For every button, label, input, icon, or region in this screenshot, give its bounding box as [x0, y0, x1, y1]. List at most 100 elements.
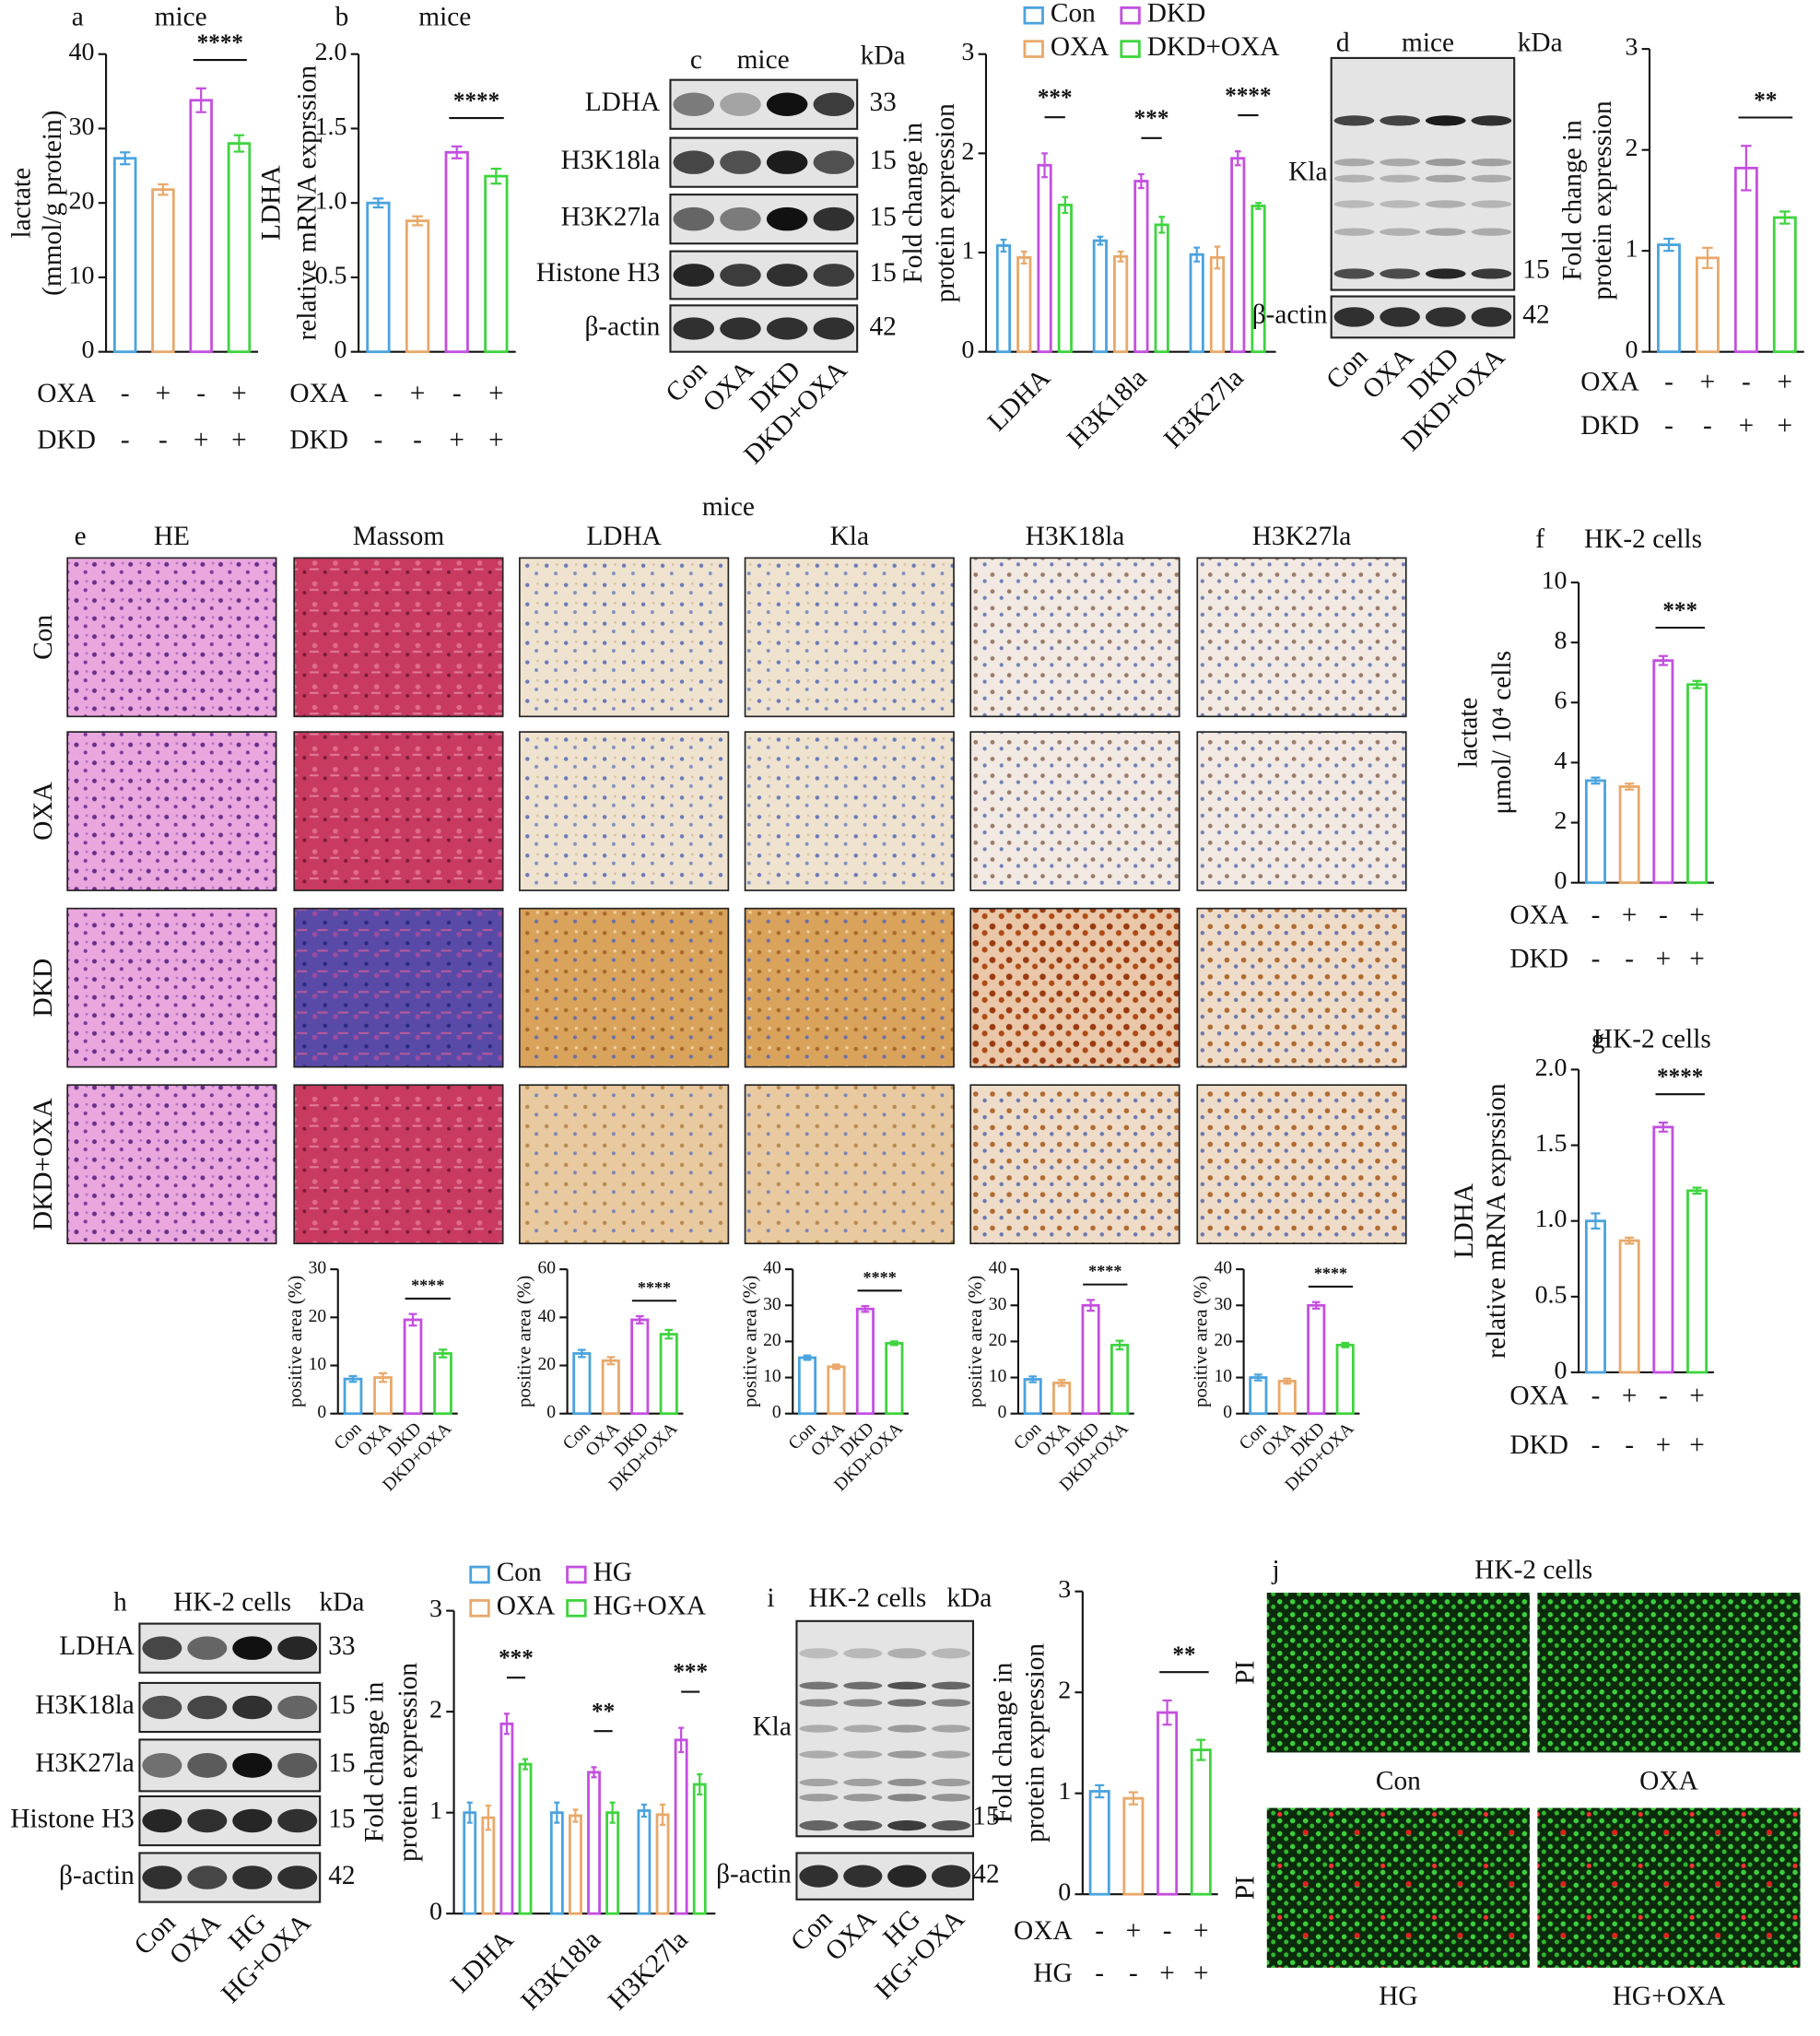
blot-band — [931, 1724, 971, 1733]
error-bar — [379, 1371, 387, 1383]
blot-band — [232, 1752, 273, 1778]
blot-band — [843, 1699, 883, 1707]
error-bar — [523, 1758, 529, 1771]
condition-sign: + — [1622, 1382, 1638, 1411]
blot-kda: 33 — [328, 1631, 355, 1661]
error-bar — [578, 1348, 586, 1359]
y-tick-label: 20 — [69, 187, 95, 216]
bar — [1657, 243, 1681, 354]
condition-label: DKD — [1580, 411, 1639, 441]
histology-image — [519, 907, 730, 1068]
error-bar — [1625, 1236, 1635, 1245]
panel-letter: e — [75, 522, 87, 551]
condition-sign: - — [1129, 1959, 1138, 1988]
chart-title: mice — [418, 3, 471, 32]
blot-band — [931, 1699, 971, 1707]
bar — [484, 174, 509, 354]
bar — [1733, 166, 1758, 354]
bar — [655, 1813, 670, 1915]
condition-sign: + — [1689, 1430, 1705, 1460]
blot-kda: 15 — [869, 146, 896, 175]
error-bar — [1028, 1375, 1037, 1383]
condition-sign: + — [231, 425, 247, 454]
bar — [630, 1318, 650, 1416]
blot-band — [277, 1695, 318, 1720]
blot-band — [843, 1724, 883, 1733]
legend-swatch — [469, 1565, 490, 1584]
blot-kda: 15 — [328, 1690, 355, 1720]
blot-row-label: Kla — [752, 1712, 791, 1741]
error-bar — [1196, 1738, 1206, 1761]
blot-band — [799, 1648, 839, 1659]
blot-band — [277, 1865, 318, 1889]
significance-label: *** — [673, 1660, 708, 1685]
row-label: OXA — [29, 782, 58, 841]
y-axis-label: (mmol/g protein) — [38, 110, 67, 295]
y-tick-label: 1.5 — [315, 112, 347, 141]
blot-band — [142, 1752, 182, 1778]
significance-label: ** — [1754, 88, 1777, 113]
bar — [481, 1816, 496, 1915]
bar — [1335, 1343, 1355, 1416]
significance-label: **** — [1225, 83, 1271, 108]
blot-band — [843, 1750, 883, 1759]
error-bar — [1086, 1299, 1095, 1312]
bar — [1057, 203, 1073, 354]
blot-band — [1333, 307, 1375, 327]
bar — [1686, 683, 1708, 885]
stain-label: PI — [1231, 1661, 1261, 1685]
x-tick-label: LDHA — [982, 363, 1056, 437]
y-tick-label: 40 — [989, 1259, 1007, 1278]
bar — [499, 1722, 514, 1915]
condition-sign: - — [452, 379, 462, 408]
y-tick-label: 10 — [69, 261, 95, 289]
y-axis-label: lactate — [6, 168, 36, 239]
bar — [587, 1771, 601, 1915]
blot-band — [1471, 268, 1512, 279]
significance-label: **** — [863, 1268, 896, 1287]
legend-swatch — [1120, 40, 1141, 58]
y-tick-label: 20 — [309, 1307, 327, 1326]
condition-sign: + — [1622, 900, 1638, 930]
panel-letter: d — [1336, 29, 1350, 58]
bar — [1652, 659, 1674, 885]
bar — [797, 1356, 817, 1416]
blot-row-label: β-actin — [584, 312, 660, 341]
panel-letter: i — [767, 1583, 774, 1613]
bar — [444, 150, 469, 354]
blot-band — [187, 1865, 228, 1889]
y-axis-label: protein expression — [1021, 1643, 1051, 1842]
condition-sign: + — [1739, 411, 1755, 441]
column-header: H3K27la — [1252, 522, 1352, 551]
blot-band — [887, 1794, 927, 1802]
y-tick-label: 40 — [537, 1307, 556, 1326]
error-bar — [1041, 152, 1048, 179]
condition-sign: + — [1193, 1959, 1209, 1988]
blot-band — [843, 1681, 883, 1690]
bar — [605, 1811, 620, 1915]
y-axis-label: lactate — [1453, 698, 1483, 769]
blot-band — [720, 206, 761, 231]
row-label: Con — [29, 615, 58, 660]
blot-band — [799, 1794, 839, 1802]
blot-band — [766, 92, 808, 116]
significance-label: ** — [592, 1699, 615, 1724]
y-tick-label: 2.0 — [315, 38, 347, 66]
blot-band — [1380, 307, 1420, 327]
legend-label: Con — [497, 1558, 542, 1587]
histology-image — [969, 907, 1180, 1068]
blot-kda: 15 — [869, 258, 896, 288]
row-label: DKD+OXA — [29, 1098, 58, 1230]
y-tick-label: 0 — [1625, 335, 1638, 364]
y-tick-label: 3 — [1058, 1575, 1071, 1604]
condition-sign: + — [1689, 900, 1705, 930]
error-bar — [1020, 250, 1027, 265]
error-bar — [678, 1726, 685, 1754]
fluorescence-image — [1537, 1807, 1801, 1968]
blot-kda: 15 — [328, 1748, 355, 1778]
x-tick-label: H3K27la — [1158, 363, 1250, 454]
blot-row-label: Kla — [1288, 157, 1327, 186]
y-tick-label: 1 — [1058, 1777, 1071, 1806]
condition-sign: + — [156, 379, 171, 408]
error-bar — [609, 1801, 616, 1824]
